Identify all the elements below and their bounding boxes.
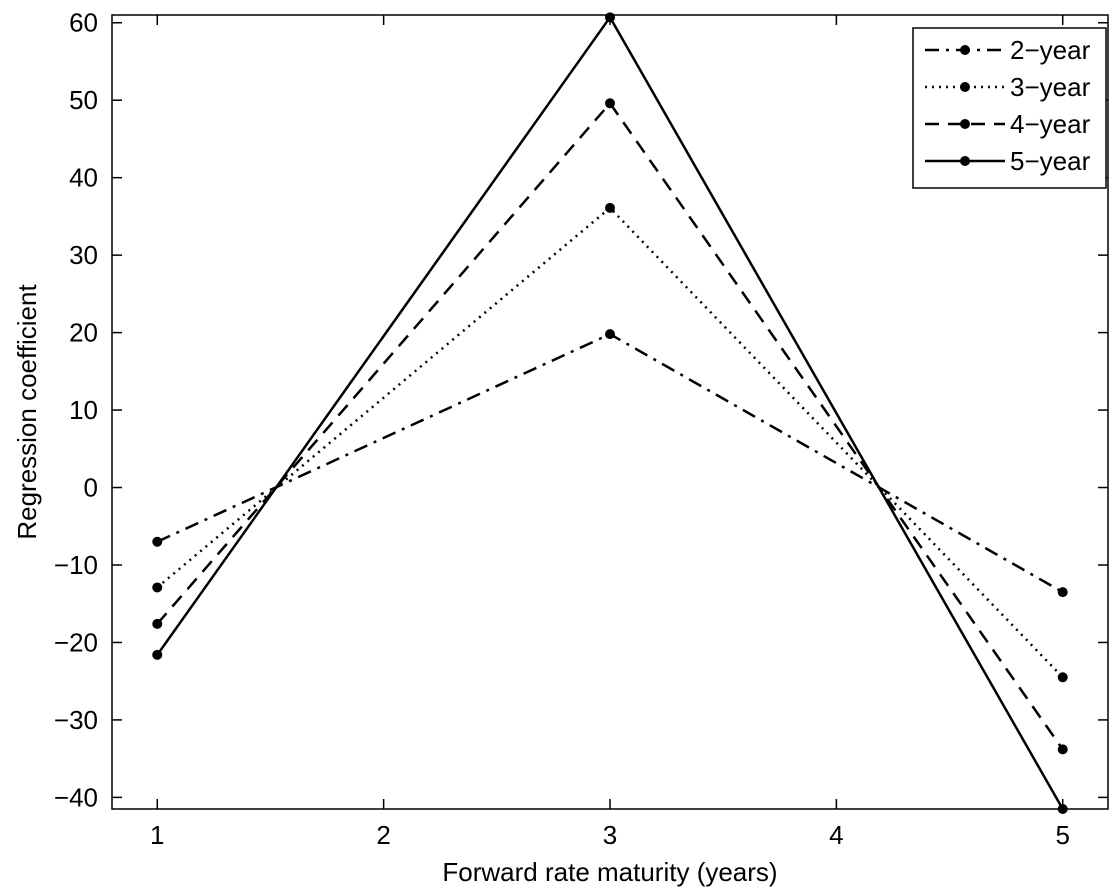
y-tick-label: 0 (84, 473, 98, 503)
data-point (152, 649, 163, 660)
data-point (152, 582, 163, 593)
y-tick-label: −40 (54, 782, 98, 812)
x-tick-label: 5 (1055, 820, 1069, 850)
y-tick-label: −10 (54, 550, 98, 580)
legend-marker (960, 119, 970, 129)
y-tick-label: 30 (69, 240, 98, 270)
legend-label: 5−year (1010, 146, 1091, 176)
x-tick-label: 2 (376, 820, 390, 850)
data-point (1057, 672, 1068, 683)
series-line (156, 206, 1064, 679)
data-point (605, 98, 615, 109)
legend: 2−year 3−year 4−year 5−year (912, 27, 1107, 189)
x-axis-label: Forward rate maturity (years) (442, 857, 777, 887)
y-tick-label: 20 (69, 318, 98, 348)
data-point (152, 536, 163, 547)
legend-label: 3−year (1010, 72, 1091, 102)
y-axis-label: Regression coefficient (12, 284, 42, 540)
y-tick-label: 40 (69, 163, 98, 193)
data-point (1057, 744, 1068, 755)
y-tick-label: 50 (69, 85, 98, 115)
legend-label: 4−year (1010, 109, 1091, 139)
legend-marker (960, 82, 970, 92)
x-tick-label: 3 (603, 820, 617, 850)
data-point (152, 618, 163, 629)
y-tick-label: 60 (69, 8, 98, 38)
y-tick-label: −20 (54, 627, 98, 657)
legend-label: 2−year (1010, 35, 1091, 65)
legend-marker (960, 156, 970, 166)
y-tick-label: 10 (69, 395, 98, 425)
data-point (605, 329, 615, 340)
axis-ticks: 1 2 3 4 5 60 50 40 30 20 10 0 −10 −20 −30 −40 (54, 8, 1108, 850)
data-point (605, 202, 615, 213)
x-tick-label: 1 (150, 820, 164, 850)
legend-marker (960, 45, 970, 55)
x-tick-label: 4 (829, 820, 843, 850)
data-point (1057, 587, 1068, 598)
y-tick-label: −30 (54, 705, 98, 735)
series-line (156, 101, 1064, 751)
